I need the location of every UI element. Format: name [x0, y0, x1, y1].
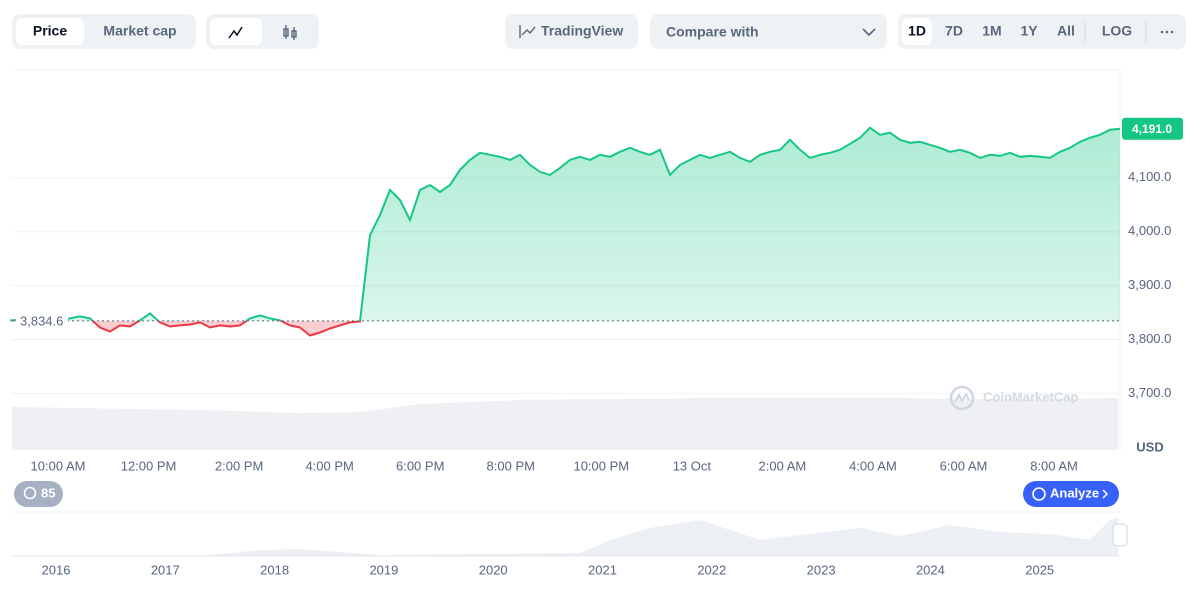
year-label: 2019	[369, 562, 398, 577]
area-up	[10, 127, 1120, 321]
range-active[interactable]	[902, 18, 932, 45]
reference-label: 3,834.6	[20, 313, 63, 328]
tab[interactable]: Market cap	[103, 23, 176, 39]
y-tick-label: 4,100.0	[1128, 169, 1171, 184]
compare-select[interactable]	[650, 14, 887, 49]
tradingview-label[interactable]: TradingView	[541, 23, 623, 39]
year-label: 2025	[1025, 562, 1054, 577]
x-tick-label: 6:00 PM	[396, 458, 444, 473]
range-button[interactable]: 7D	[945, 23, 963, 39]
year-label: 2018	[260, 562, 289, 577]
range-button[interactable]: 1Y	[1020, 23, 1038, 39]
x-tick-label: 10:00 AM	[31, 458, 86, 473]
tv-icon	[521, 26, 536, 36]
history-pill[interactable]	[14, 481, 63, 507]
line-chart-button[interactable]	[210, 18, 262, 45]
year-label: 2017	[151, 562, 180, 577]
x-tick-label: 2:00 AM	[759, 458, 807, 473]
x-tick-label: 6:00 AM	[940, 458, 988, 473]
x-tick-label: 4:00 AM	[849, 458, 897, 473]
toolbar: Price Market cap TradingView Compare wit…	[12, 14, 1186, 49]
range-button[interactable]: 1D	[908, 23, 926, 39]
year-label: 2022	[697, 562, 726, 577]
x-tick-label: 2:00 PM	[215, 458, 263, 473]
analyze-icon	[1032, 487, 1046, 501]
navigator-area	[12, 518, 1118, 556]
year-label: 2021	[588, 562, 617, 577]
tab-active[interactable]	[16, 18, 84, 45]
more-button[interactable]	[1160, 30, 1174, 34]
navigator-handle[interactable]	[1112, 523, 1128, 547]
current-price-label: 4,191.0	[1132, 122, 1172, 136]
history-count[interactable]: 85	[41, 485, 55, 500]
tab[interactable]: Price	[33, 23, 67, 39]
volume-area	[12, 398, 1118, 450]
tradingview-button[interactable]	[505, 14, 638, 49]
y-tick-label: 4,000.0	[1128, 223, 1171, 238]
year-label: 2020	[479, 562, 508, 577]
year-label: 2023	[807, 562, 836, 577]
x-tick-label: 8:00 AM	[1030, 458, 1078, 473]
y-tick-label: 3,800.0	[1128, 331, 1171, 346]
analyze-chevron	[1102, 489, 1109, 499]
watermark: CoinMarketCap	[949, 385, 1078, 411]
x-tick-label: 8:00 PM	[487, 458, 535, 473]
reference-label-bg	[16, 312, 68, 329]
chevron	[862, 28, 876, 37]
line-icon	[228, 26, 243, 39]
range-button[interactable]: All	[1057, 23, 1075, 39]
year-label: 2024	[916, 562, 945, 577]
line-up	[9, 126, 1121, 321]
year-label: 2016	[42, 562, 71, 577]
x-tick-label: 4:00 PM	[305, 458, 353, 473]
y-tick-label: 3,700.0	[1128, 385, 1171, 400]
analyze-button[interactable]	[1023, 481, 1119, 507]
x-tick-label: 10:00 PM	[573, 458, 629, 473]
candle-icon[interactable]	[283, 25, 297, 40]
range-group	[898, 14, 1186, 49]
x-tick-label: 12:00 PM	[121, 458, 177, 473]
x-tick-label: 13 Oct	[673, 458, 712, 473]
range-button[interactable]: 1M	[982, 23, 1001, 39]
watermark-text: CoinMarketCap	[983, 389, 1078, 404]
compare-label[interactable]: Compare with	[666, 24, 759, 40]
area-down	[10, 320, 1120, 336]
analyze-label[interactable]: Analyze	[1050, 485, 1099, 500]
line-down	[10, 320, 362, 337]
current-price-tag	[1122, 117, 1183, 140]
history-icon	[23, 486, 37, 500]
y-unit: USD	[1136, 439, 1163, 454]
log-button[interactable]: LOG	[1102, 23, 1132, 39]
y-tick-label: 3,900.0	[1128, 277, 1171, 292]
